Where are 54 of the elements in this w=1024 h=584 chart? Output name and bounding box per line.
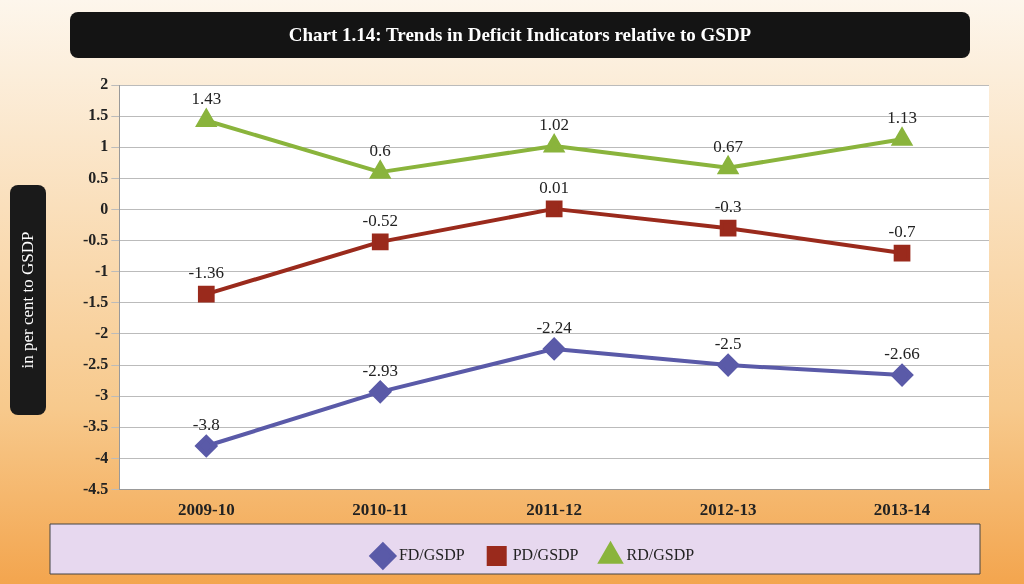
y-tick-label: 0.5 [88,168,109,186]
point [197,285,215,303]
data-label: 1.13 [887,108,917,128]
y-tick-label: -3.5 [83,417,109,435]
x-tick-label: 2010-11 [352,500,409,520]
y-tick-label: 1.5 [88,106,109,124]
point [369,380,392,403]
data-label: 0.01 [539,177,570,197]
data-label: -1.36 [188,263,225,283]
data-label: 1.02 [539,114,570,134]
y-tick-label: -4.5 [83,479,109,497]
point [196,109,217,127]
point [371,233,389,251]
point [891,364,914,387]
y-tick-label: -2 [95,324,109,342]
data-label: 0.6 [369,141,391,161]
data-label: -2.93 [362,360,398,380]
y-axis-title: in per cent to GSDP [18,231,38,369]
point [892,128,912,146]
legend-label: PD/GSDP [512,546,579,564]
data-label: -2.5 [714,334,742,354]
point [544,135,564,153]
data-label: 0.67 [713,136,744,156]
data-label: -2.24 [536,317,573,337]
point [370,161,391,179]
data-label: 1.43 [191,89,222,109]
point [543,337,566,360]
y-tick-label: -1 [95,261,109,279]
data-label: -0.7 [888,222,916,242]
y-tick-label: -4 [95,448,109,466]
point [545,200,563,218]
y-tick-label: 2 [100,75,109,93]
data-label: -0.3 [714,197,742,217]
legend-label: RD/GSDP [626,546,695,564]
point [717,154,740,175]
x-tick-label: 2012-13 [699,500,757,520]
y-tick-label: -2.5 [83,355,109,373]
data-label: -2.66 [884,344,920,364]
y-tick-label: -0.5 [83,230,109,248]
legend-label: FD/GSDP [398,546,465,564]
y-tick-label: -1.5 [83,293,109,310]
chart-title: Chart 1.14: Trends in Deficit Indicators relative to GSDP [70,12,970,58]
point [719,219,737,237]
x-tick-label: 2009-10 [177,500,235,520]
y-tick-label: 0 [100,199,109,217]
point [717,354,740,377]
data-label: -3.8 [192,415,220,434]
x-tick-label: 2013-14 [873,500,931,520]
y-tick-label: 1 [100,137,109,155]
x-tick-label: 2011-12 [526,500,583,520]
data-label: -0.52 [362,210,398,230]
point [893,244,911,262]
y-tick-label: -3 [95,386,109,404]
point [195,435,218,458]
